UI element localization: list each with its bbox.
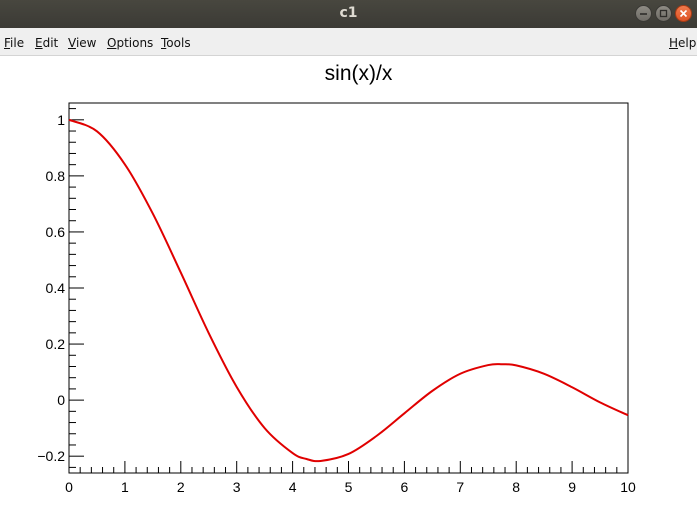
y-tick-label: 0.8 (46, 168, 66, 184)
menu-file[interactable]: File (4, 36, 24, 50)
window-titlebar: c1 (0, 0, 697, 28)
menu-options[interactable]: Options (107, 36, 153, 50)
y-tick-label: 1 (57, 112, 65, 128)
chart-title: sin(x)/x (325, 62, 393, 85)
menu-tools[interactable]: Tools (161, 36, 191, 50)
menu-bar: File Edit View Options Tools Help (0, 28, 697, 56)
x-tick-label: 4 (289, 479, 297, 495)
y-tick-label: 0.6 (46, 224, 66, 240)
x-tick-label: 7 (456, 479, 464, 495)
plot-frame (69, 103, 628, 473)
window-title: c1 (0, 5, 697, 21)
menu-view[interactable]: View (68, 36, 96, 50)
x-tick-label: 0 (65, 479, 73, 495)
y-tick-label: 0.2 (46, 336, 66, 352)
close-icon[interactable] (675, 5, 692, 22)
minimize-icon[interactable] (635, 5, 652, 22)
x-tick-label: 6 (401, 479, 409, 495)
y-tick-label: 0.4 (46, 280, 66, 296)
x-tick-label: 9 (568, 479, 576, 495)
x-tick-label: 8 (512, 479, 520, 495)
x-tick-label: 2 (177, 479, 185, 495)
sinc-curve (69, 120, 628, 461)
x-tick-label: 5 (345, 479, 353, 495)
x-tick-label: 1 (121, 479, 129, 495)
menu-help[interactable]: Help (669, 36, 696, 50)
y-tick-label: −0.2 (37, 448, 65, 464)
x-tick-label: 10 (620, 479, 636, 495)
x-tick-label: 3 (233, 479, 241, 495)
menu-edit[interactable]: Edit (35, 36, 58, 50)
maximize-icon[interactable] (655, 5, 672, 22)
y-tick-label: 0 (57, 392, 65, 408)
